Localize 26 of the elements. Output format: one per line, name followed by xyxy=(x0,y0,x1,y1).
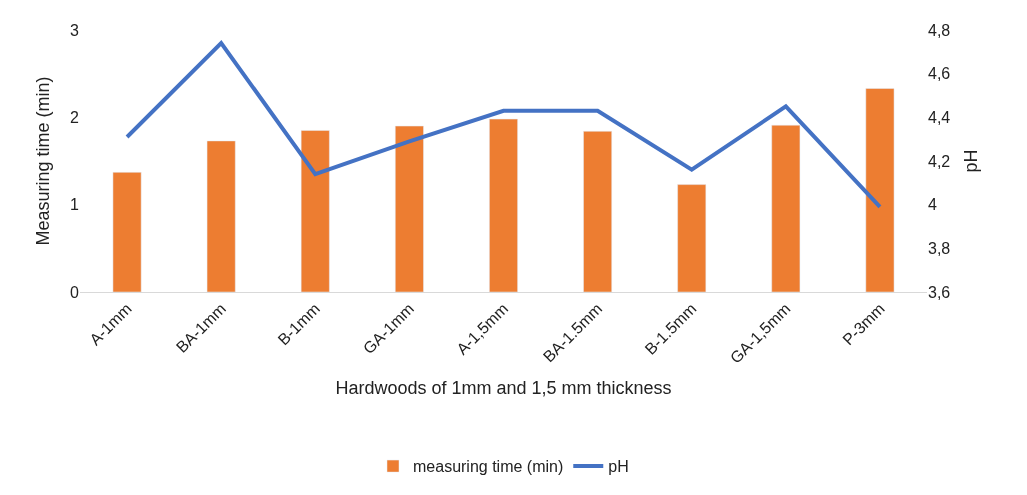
bar xyxy=(395,125,424,292)
y2-tick-label: 3,8 xyxy=(928,239,951,257)
bar xyxy=(677,184,707,292)
y-tick-label: 2 xyxy=(70,108,80,126)
y2-tick-label: 3,6 xyxy=(928,283,951,301)
bar xyxy=(112,172,142,292)
bar xyxy=(771,124,801,292)
bar xyxy=(300,130,330,292)
y-axis-title: Measuring time (min) xyxy=(33,76,54,246)
y2-axis-title: pH xyxy=(961,149,982,173)
y2-tick-label: 4,2 xyxy=(928,152,951,170)
y2-tick-label: 4,8 xyxy=(928,21,951,39)
legend-label: pH xyxy=(608,458,629,476)
y-tick-label: 3 xyxy=(70,21,80,39)
y2-tick-label: 4,4 xyxy=(928,108,951,126)
bar xyxy=(206,140,236,292)
bar xyxy=(489,118,518,292)
bar xyxy=(865,88,895,292)
bar xyxy=(583,131,612,292)
line-series xyxy=(125,41,882,209)
x-axis-title: Hardwoods of 1mm and 1,5 mm thickness xyxy=(335,377,672,398)
legend-label: measuring time (min) xyxy=(413,458,564,476)
y-tick-label: 0 xyxy=(70,283,80,301)
y2-tick-label: 4,6 xyxy=(928,65,951,83)
y-tick-label: 1 xyxy=(70,196,80,214)
y2-tick-label: 4 xyxy=(928,196,937,214)
